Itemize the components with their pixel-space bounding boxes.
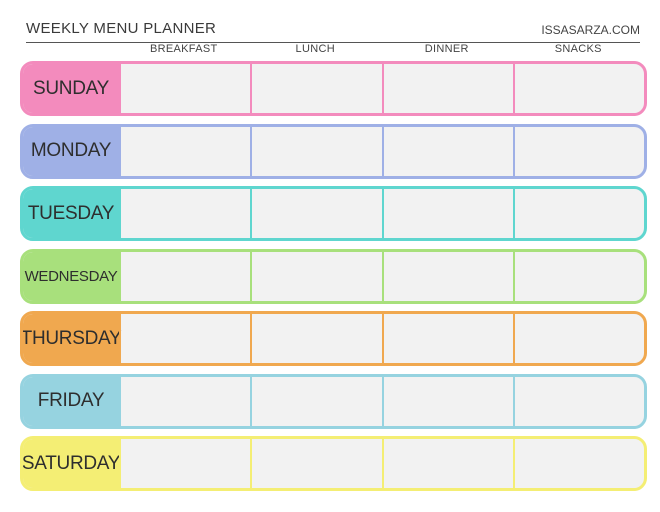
- meal-cell-friday-dinner[interactable]: [381, 376, 513, 426]
- day-label-tuesday: Tuesday: [23, 189, 119, 238]
- meal-cell-tuesday-snacks[interactable]: [512, 189, 644, 238]
- meal-cell-monday-lunch[interactable]: [250, 126, 381, 176]
- meal-cell-wednesday-lunch[interactable]: [250, 251, 381, 301]
- day-row-thursday: Thursday: [20, 311, 647, 366]
- day-row-tuesday: Tuesday: [20, 186, 647, 241]
- column-headers: Breakfast Lunch Dinner Snacks: [118, 43, 644, 59]
- meal-cell-monday-snacks[interactable]: [512, 126, 644, 176]
- meal-cell-friday-lunch[interactable]: [250, 376, 381, 426]
- page-title: Weekly Menu Planner: [26, 20, 217, 37]
- day-label-wednesday: Wednesday: [23, 251, 119, 301]
- meal-cell-sunday-dinner[interactable]: [381, 64, 513, 113]
- day-row-monday: Monday: [20, 123, 647, 179]
- column-header-lunch: Lunch: [295, 43, 335, 55]
- meal-cell-monday-breakfast[interactable]: [119, 126, 250, 176]
- meal-cell-wednesday-breakfast[interactable]: [119, 251, 250, 301]
- day-label-sunday: Sunday: [23, 64, 119, 113]
- meal-cell-saturday-snacks[interactable]: [512, 439, 644, 488]
- meal-cell-sunday-snacks[interactable]: [512, 64, 644, 113]
- meal-cell-saturday-dinner[interactable]: [381, 439, 513, 488]
- meal-cell-saturday-lunch[interactable]: [250, 439, 381, 488]
- meal-cell-wednesday-dinner[interactable]: [381, 251, 513, 301]
- meal-cell-thursday-dinner[interactable]: [381, 314, 513, 363]
- site-credit: issasarza.com: [541, 23, 640, 37]
- column-header-breakfast: Breakfast: [150, 43, 218, 55]
- day-label-friday: Friday: [23, 376, 119, 426]
- meal-cell-thursday-breakfast[interactable]: [119, 314, 250, 363]
- meal-cell-sunday-lunch[interactable]: [250, 64, 381, 113]
- meal-cell-friday-snacks[interactable]: [512, 376, 644, 426]
- day-label-monday: Monday: [23, 126, 119, 176]
- planner-grid: Sunday Monday Tuesday Wednesday Thursday…: [20, 61, 647, 499]
- meal-cell-wednesday-snacks[interactable]: [512, 251, 644, 301]
- day-label-thursday: Thursday: [23, 314, 122, 363]
- meal-cell-thursday-snacks[interactable]: [512, 314, 644, 363]
- day-row-sunday: Sunday: [20, 61, 647, 116]
- meal-cell-monday-dinner[interactable]: [381, 126, 513, 176]
- meal-cell-friday-breakfast[interactable]: [119, 376, 250, 426]
- planner-header: Weekly Menu Planner issasarza.com: [26, 20, 640, 43]
- day-label-saturday: Saturday: [23, 439, 120, 488]
- day-row-saturday: Saturday: [20, 436, 647, 491]
- meal-cell-tuesday-breakfast[interactable]: [119, 189, 250, 238]
- column-header-snacks: Snacks: [554, 43, 602, 55]
- meal-cell-tuesday-dinner[interactable]: [381, 189, 513, 238]
- meal-cell-sunday-breakfast[interactable]: [119, 64, 250, 113]
- meal-cell-thursday-lunch[interactable]: [250, 314, 381, 363]
- day-row-friday: Friday: [20, 373, 647, 429]
- meal-cell-tuesday-lunch[interactable]: [250, 189, 381, 238]
- day-row-wednesday: Wednesday: [20, 248, 647, 304]
- column-header-dinner: Dinner: [424, 43, 469, 55]
- meal-cell-saturday-breakfast[interactable]: [119, 439, 250, 488]
